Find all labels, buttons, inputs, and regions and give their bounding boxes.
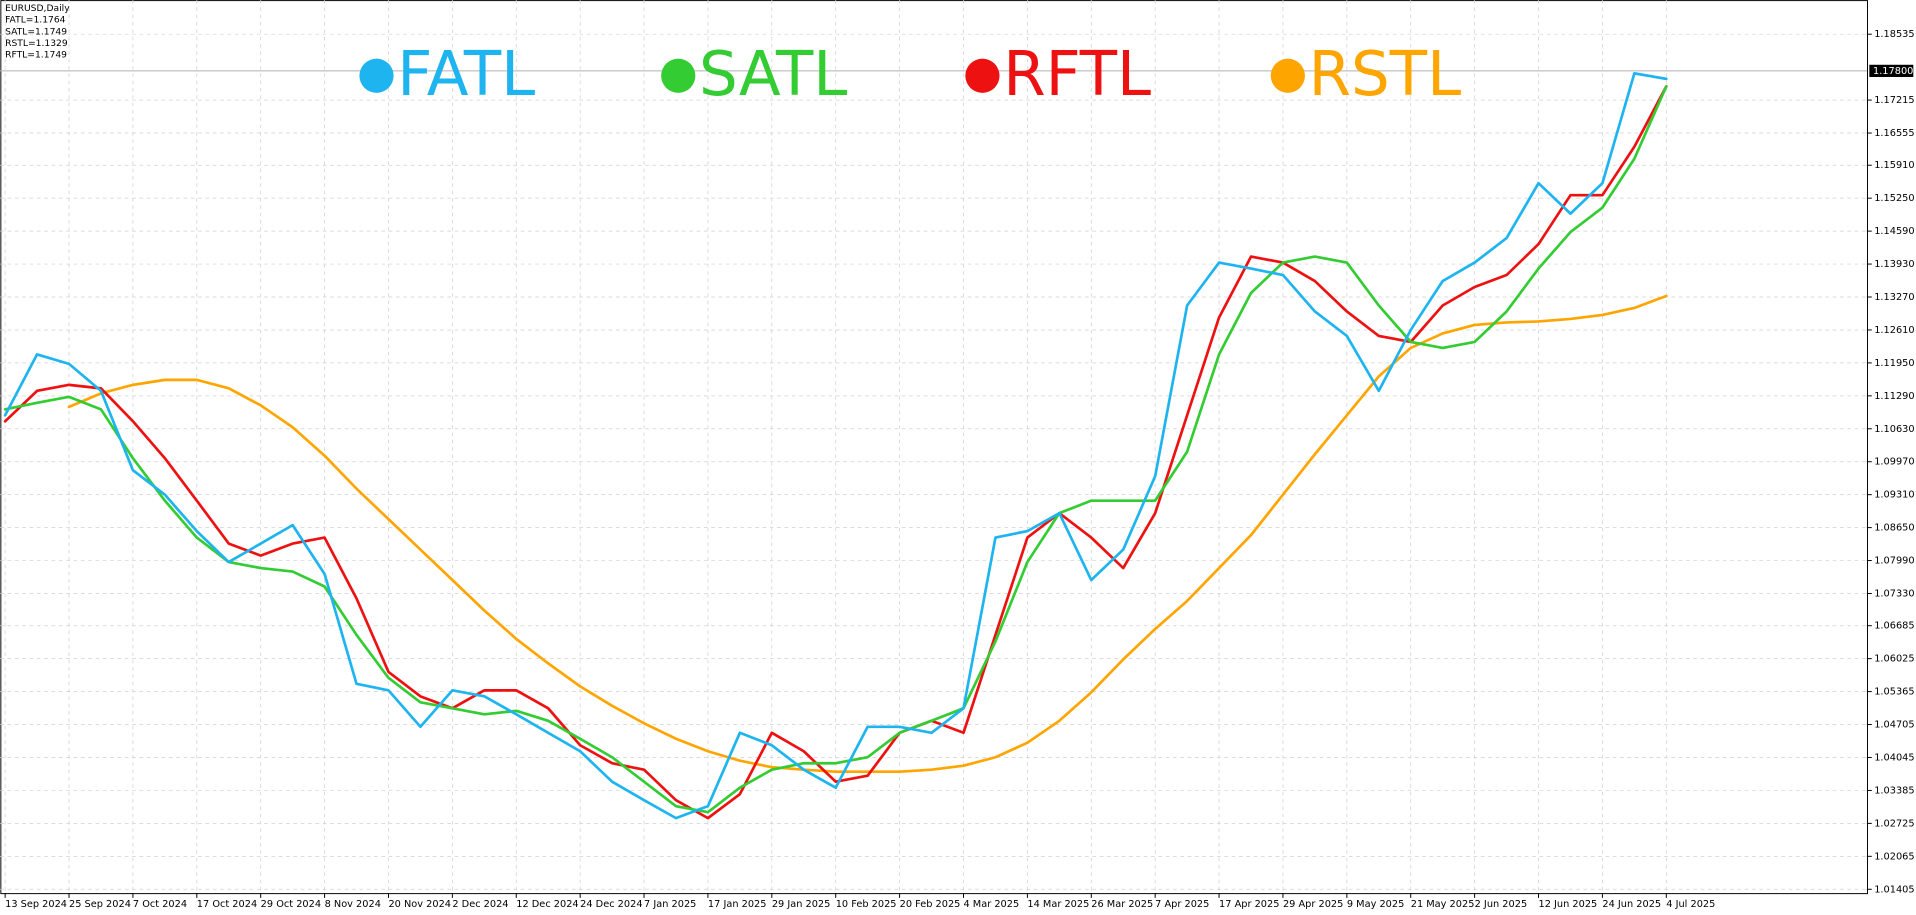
x-tick-label: 7 Oct 2024	[133, 899, 187, 910]
y-tick-label: 1.18535	[1874, 29, 1914, 40]
legend-label: RFTL	[1003, 39, 1151, 110]
y-tick-label: 1.07990	[1874, 556, 1914, 567]
x-tick-label: 2 Dec 2024	[452, 899, 508, 910]
legend-label: FATL	[397, 39, 535, 110]
x-tick-label: 17 Apr 2025	[1219, 899, 1279, 910]
info-line: RFTL=1.1749	[5, 49, 67, 60]
legend-marker	[661, 58, 696, 93]
x-tick-label: 29 Oct 2024	[261, 899, 321, 910]
x-tick-label: 26 Mar 2025	[1091, 899, 1153, 910]
info-line: SATL=1.1749	[5, 26, 67, 37]
x-tick-label: 4 Mar 2025	[963, 899, 1019, 910]
x-tick-label: 7 Apr 2025	[1155, 899, 1209, 910]
legend-marker	[1270, 58, 1305, 93]
x-tick-label: 4 Jul 2025	[1666, 899, 1715, 910]
y-tick-label: 1.01405	[1874, 884, 1914, 895]
x-tick-label: 14 Mar 2025	[1027, 899, 1089, 910]
info-line: EURUSD,Daily	[5, 3, 70, 14]
x-tick-label: 21 May 2025	[1411, 899, 1475, 910]
y-tick-label: 1.09310	[1874, 490, 1914, 501]
x-tick-label: 20 Nov 2024	[388, 899, 451, 910]
x-tick-label: 13 Sep 2024	[5, 899, 67, 910]
info-line: RSTL=1.1329	[5, 38, 68, 49]
x-tick-label: 12 Dec 2024	[516, 899, 578, 910]
x-tick-label: 29 Apr 2025	[1283, 899, 1343, 910]
x-tick-label: 2 Jun 2025	[1475, 899, 1528, 910]
y-tick-label: 1.06685	[1874, 621, 1914, 632]
y-tick-label: 1.03385	[1874, 785, 1914, 796]
legend-label: RSTL	[1309, 39, 1462, 110]
x-tick-label: 20 Feb 2025	[900, 899, 961, 910]
y-tick-label: 1.07330	[1874, 589, 1914, 600]
x-tick-label: 17 Jan 2025	[708, 899, 767, 910]
plot-frame	[0, 0, 1868, 895]
current-price-box	[1869, 64, 1914, 77]
y-tick-label: 1.15250	[1874, 193, 1914, 204]
series-line	[3, 72, 1668, 820]
legend-marker	[359, 58, 394, 93]
y-tick-label: 1.06025	[1874, 654, 1914, 665]
y-tick-label: 1.12610	[1874, 325, 1914, 336]
legend-label: SATL	[699, 39, 847, 110]
x-tick-label: 8 Nov 2024	[325, 899, 381, 910]
y-tick-label: 1.08650	[1874, 523, 1914, 534]
x-tick-label: 12 Jun 2025	[1539, 899, 1598, 910]
y-tick-label: 1.04045	[1874, 752, 1914, 763]
x-tick-label: 24 Dec 2024	[580, 899, 642, 910]
x-tick-label: 7 Jan 2025	[644, 899, 696, 910]
x-tick-label: 24 Jun 2025	[1602, 899, 1661, 910]
series-line	[3, 85, 1668, 820]
y-tick-label: 1.02065	[1874, 851, 1914, 862]
series-line	[3, 85, 1668, 814]
y-tick-label: 1.16555	[1874, 128, 1914, 139]
x-tick-label: 29 Jan 2025	[772, 899, 831, 910]
y-tick-label: 1.04705	[1874, 720, 1914, 731]
x-tick-label: 10 Feb 2025	[836, 899, 897, 910]
series-line	[67, 294, 1668, 774]
y-tick-label: 1.11950	[1874, 358, 1914, 369]
y-tick-label: 1.10630	[1874, 424, 1914, 435]
y-tick-label: 1.13270	[1874, 292, 1914, 303]
x-tick-label: 9 May 2025	[1347, 899, 1404, 910]
y-tick-label: 1.02725	[1874, 818, 1914, 829]
y-tick-label: 1.15910	[1874, 160, 1914, 171]
y-tick-label: 1.11290	[1874, 391, 1914, 402]
y-tick-label: 1.17215	[1874, 95, 1914, 106]
current-price-label: 1.17800	[1873, 66, 1913, 77]
legend-marker	[965, 58, 1000, 93]
info-line: FATL=1.1764	[5, 15, 66, 26]
y-tick-label: 1.09970	[1874, 457, 1914, 468]
y-tick-label: 1.13930	[1874, 259, 1914, 270]
x-tick-label: 17 Oct 2024	[197, 899, 257, 910]
y-tick-label: 1.05365	[1874, 687, 1914, 698]
y-tick-label: 1.14590	[1874, 226, 1914, 237]
x-tick-label: 25 Sep 2024	[69, 899, 131, 910]
